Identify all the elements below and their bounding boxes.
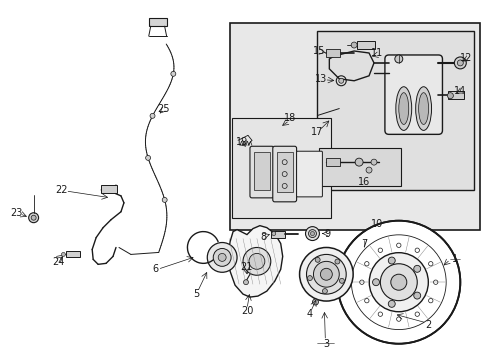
Circle shape [380, 264, 416, 301]
Text: 14: 14 [453, 86, 466, 96]
Text: 10: 10 [370, 219, 382, 229]
PathPatch shape [228, 226, 282, 297]
Bar [317, 31, 473, 190]
Bar [325, 49, 340, 57]
Text: 4: 4 [306, 309, 312, 319]
Text: 2: 2 [425, 320, 431, 330]
Circle shape [243, 247, 270, 275]
FancyBboxPatch shape [384, 55, 442, 134]
Circle shape [162, 197, 167, 202]
Text: 8: 8 [260, 231, 266, 242]
Text: 19: 19 [235, 137, 247, 147]
Circle shape [320, 268, 332, 280]
Text: 7: 7 [360, 239, 366, 248]
Circle shape [372, 279, 379, 286]
Ellipse shape [395, 87, 411, 130]
Circle shape [394, 55, 402, 63]
Circle shape [413, 265, 420, 272]
Text: 3: 3 [323, 339, 329, 349]
Bar [232, 118, 331, 218]
Bar [230, 23, 479, 230]
FancyBboxPatch shape [249, 146, 273, 198]
Text: 24: 24 [52, 257, 64, 267]
Circle shape [315, 257, 320, 262]
Circle shape [413, 292, 420, 299]
Circle shape [339, 278, 344, 283]
Bar [101, 185, 117, 193]
FancyBboxPatch shape [296, 151, 322, 197]
Text: 20: 20 [240, 306, 253, 316]
Circle shape [334, 259, 339, 264]
Circle shape [31, 215, 36, 220]
Circle shape [338, 78, 343, 83]
Bar [276, 152, 292, 192]
Ellipse shape [398, 93, 408, 125]
Text: 25: 25 [157, 104, 169, 113]
Text: 1: 1 [451, 255, 457, 264]
Circle shape [313, 261, 339, 287]
Ellipse shape [418, 93, 427, 125]
Text: 15: 15 [313, 46, 325, 56]
Circle shape [366, 167, 371, 173]
Circle shape [305, 227, 319, 240]
Circle shape [307, 276, 312, 280]
Circle shape [145, 156, 150, 160]
Circle shape [390, 274, 406, 290]
Circle shape [306, 255, 346, 294]
Circle shape [310, 231, 314, 235]
Polygon shape [328, 51, 373, 81]
Circle shape [387, 300, 394, 307]
Circle shape [354, 158, 362, 166]
Bar [447, 91, 463, 99]
Circle shape [312, 299, 318, 305]
Circle shape [218, 253, 225, 261]
Circle shape [370, 159, 376, 165]
Text: 22: 22 [55, 185, 67, 195]
Text: 17: 17 [310, 127, 323, 138]
Circle shape [368, 253, 427, 312]
Circle shape [456, 60, 462, 66]
Ellipse shape [415, 87, 431, 130]
Circle shape [61, 252, 65, 256]
Bar [325, 158, 340, 166]
Text: 9: 9 [324, 229, 330, 239]
Bar [319, 148, 400, 186]
Circle shape [387, 257, 394, 264]
Bar [253, 152, 269, 190]
Circle shape [453, 57, 466, 69]
Text: 18: 18 [283, 113, 295, 123]
Circle shape [271, 231, 275, 235]
Circle shape [299, 247, 352, 301]
Circle shape [447, 93, 452, 99]
Bar [66, 251, 80, 257]
Circle shape [150, 113, 155, 118]
Text: 16: 16 [357, 177, 369, 187]
Text: 23: 23 [11, 208, 23, 218]
Circle shape [243, 280, 248, 285]
Circle shape [207, 243, 237, 272]
Circle shape [308, 230, 316, 238]
Text: 13: 13 [315, 74, 327, 84]
Circle shape [170, 71, 176, 76]
Text: 21: 21 [239, 262, 252, 272]
Circle shape [322, 289, 327, 293]
Circle shape [337, 221, 459, 344]
Circle shape [248, 253, 264, 269]
Circle shape [29, 213, 39, 223]
Circle shape [213, 248, 231, 266]
Text: 6: 6 [152, 264, 159, 274]
Bar [270, 231, 284, 238]
Text: 12: 12 [459, 53, 471, 63]
FancyBboxPatch shape [272, 146, 296, 202]
Bar [148, 18, 166, 26]
Text: 11: 11 [370, 48, 382, 58]
Bar [356, 41, 374, 49]
Circle shape [350, 42, 356, 48]
Text: 5: 5 [193, 289, 199, 299]
